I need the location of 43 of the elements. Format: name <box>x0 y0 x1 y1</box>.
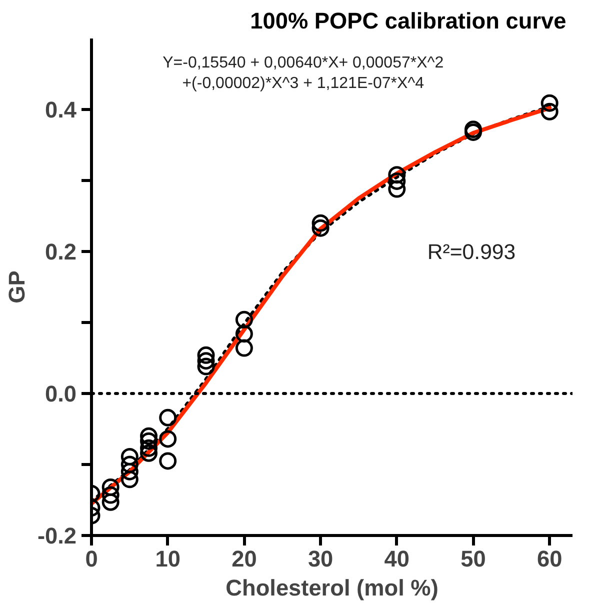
point <box>312 214 330 232</box>
point <box>140 444 158 462</box>
point <box>120 462 138 480</box>
point <box>140 432 158 450</box>
y-tick-label: -0.2 <box>37 522 77 548</box>
x-tick-label: 0 <box>85 546 98 572</box>
point <box>540 94 558 112</box>
point <box>159 430 177 448</box>
x-tick-label: 40 <box>384 546 410 572</box>
point <box>120 448 138 466</box>
point <box>388 166 406 184</box>
point <box>312 219 330 237</box>
point <box>197 352 215 370</box>
x-tick-label: 10 <box>155 546 180 572</box>
x-tick-label: 60 <box>536 546 562 572</box>
point <box>388 172 406 190</box>
point <box>235 325 253 343</box>
point <box>102 493 120 511</box>
x-tick-label: 50 <box>460 546 486 572</box>
x-axis-title: Cholesterol (mol %) <box>226 574 438 600</box>
y-tick-label: 0.4 <box>45 96 77 122</box>
annotation: Y=-0,15540 + 0,00640*X+ 0,00057*X^2 +(-0,00002)*X^3 + 1,121E-07*X^4 <box>162 54 444 92</box>
point <box>388 180 406 198</box>
chart-title: 100% POPC calibration curve <box>250 8 566 34</box>
point <box>159 452 177 470</box>
point <box>197 346 215 364</box>
point <box>140 439 158 457</box>
point <box>235 339 253 357</box>
point <box>235 310 253 328</box>
y-tick-label: 0.2 <box>45 238 77 264</box>
annotation: R²=0.993 <box>427 240 516 264</box>
point <box>102 486 120 504</box>
y-axis-title: GP <box>3 270 30 304</box>
point <box>540 102 558 120</box>
point <box>140 427 158 445</box>
point <box>120 470 138 488</box>
point <box>159 408 177 426</box>
y-tick-label: 0.0 <box>45 380 77 406</box>
point <box>120 456 138 474</box>
x-tick-label: 20 <box>232 546 257 572</box>
x-tick-label: 30 <box>308 546 334 572</box>
point <box>197 358 215 376</box>
point <box>102 478 120 496</box>
